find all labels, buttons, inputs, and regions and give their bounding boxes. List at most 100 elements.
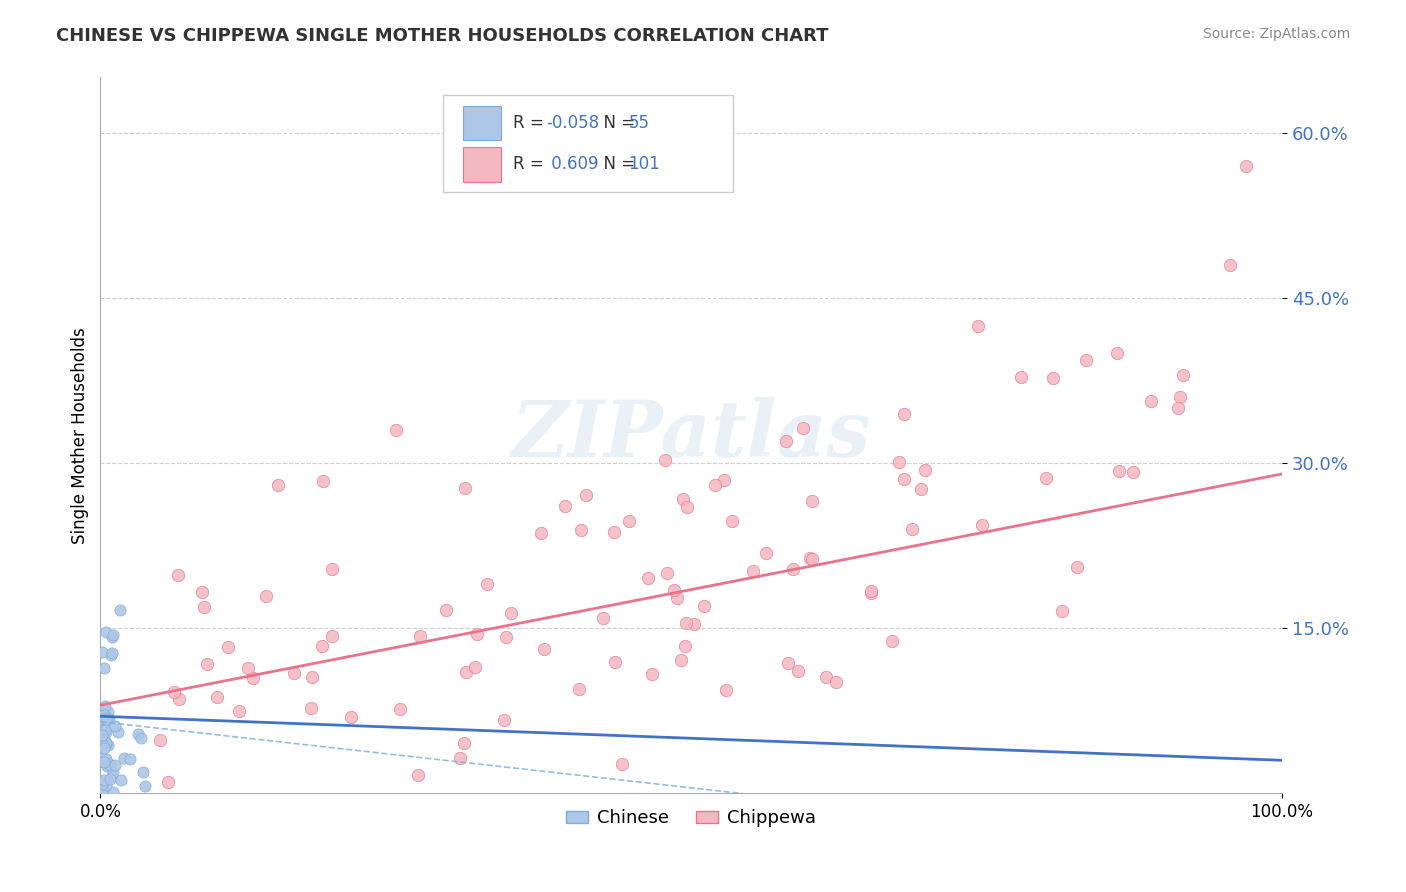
Point [93,708,115,723]
Point [1035,470,1057,484]
Point [406,768,429,782]
Point [637,571,659,585]
Point [163,685,186,699]
Point [101,627,124,641]
Point [104,758,127,772]
Point [612,756,634,771]
Point [1171,368,1194,382]
Point [814,670,837,684]
Point [1010,370,1032,384]
Point [675,500,697,515]
Point [94,778,117,792]
Point [887,455,910,469]
Point [193,599,215,614]
Text: 0.609: 0.609 [546,155,599,173]
Point [195,657,218,671]
Point [910,483,932,497]
Point [657,566,679,580]
Point [970,517,993,532]
Point [236,661,259,675]
Text: N =: N = [593,155,641,173]
Point [475,576,498,591]
Point [967,318,990,333]
Point [801,493,824,508]
Point [495,630,517,644]
Point [101,764,124,779]
Point [94,725,117,739]
Point [666,591,689,605]
Point [166,568,188,582]
Point [494,714,516,728]
Point [672,491,695,506]
Point [108,603,131,617]
Text: N =: N = [593,114,641,132]
Point [641,667,664,681]
Point [683,617,706,632]
Point [914,463,936,477]
Y-axis label: Single Mother Households: Single Mother Households [72,327,89,544]
Point [311,639,333,653]
Point [169,691,191,706]
Point [96,738,118,752]
Point [465,627,488,641]
Point [93,661,115,675]
Point [449,751,471,765]
Text: 101: 101 [628,155,661,173]
Point [112,751,135,765]
Point [388,702,411,716]
Point [94,752,117,766]
Point [94,774,117,789]
Point [1105,346,1128,360]
Point [93,724,115,739]
Point [156,775,179,789]
Point [675,615,697,630]
Point [801,551,824,566]
Point [96,705,118,719]
Point [101,646,124,660]
Point [312,474,335,488]
Text: -0.058: -0.058 [546,114,599,132]
Point [93,755,115,769]
Point [97,756,120,770]
Bar [463,106,501,140]
Point [671,653,693,667]
Point [339,710,361,724]
Point [91,755,114,769]
Point [228,704,250,718]
Point [742,564,765,578]
Point [901,522,924,536]
Point [530,525,553,540]
Point [91,645,114,659]
Point [605,656,627,670]
Point [617,514,640,528]
Point [1168,390,1191,404]
Point [454,665,477,680]
Point [693,599,716,613]
Point [384,423,406,437]
Point [134,779,156,793]
Point [205,690,228,705]
Text: ZIPatlas: ZIPatlas [512,397,870,474]
Point [242,671,264,685]
Point [301,670,323,684]
Point [93,782,115,797]
Point [91,738,114,752]
Point [283,666,305,681]
Point [1050,604,1073,618]
Point [190,585,212,599]
Text: R =: R = [513,114,548,132]
Point [98,758,121,772]
Point [1219,258,1241,272]
Text: 55: 55 [628,114,650,132]
FancyBboxPatch shape [443,95,733,192]
Point [860,586,883,600]
Point [673,640,696,654]
Point [110,772,132,787]
Point [94,734,117,748]
Point [1234,159,1257,173]
Point [98,772,121,787]
Point [93,719,115,733]
Bar [463,147,501,182]
Text: R =: R = [513,155,548,173]
Point [90,728,112,742]
